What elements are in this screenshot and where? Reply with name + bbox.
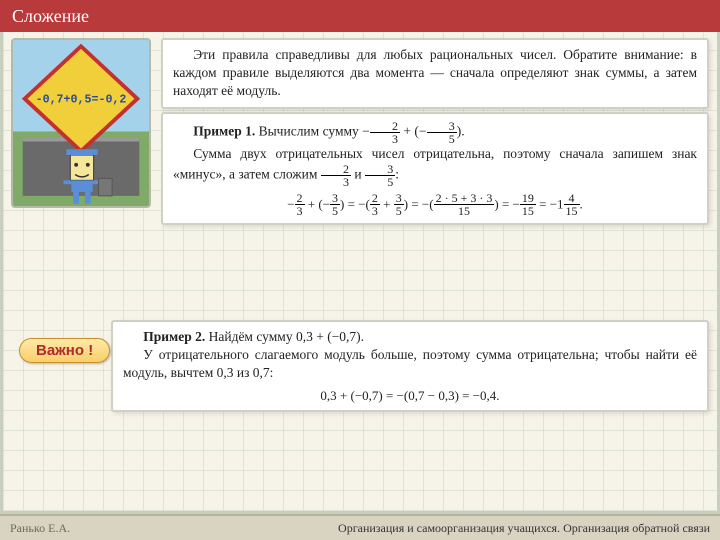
illustration: -0,7+0,5=-0,2 bbox=[11, 38, 151, 208]
important-label: Важно ! bbox=[36, 342, 93, 359]
example1-block: Пример 1. Вычислим сумму −23 + (−35). Су… bbox=[161, 112, 709, 225]
footer: Ранько Е.А. Организация и самоорганизаци… bbox=[0, 514, 720, 540]
page-title: Сложение bbox=[12, 6, 89, 26]
example2-calc: 0,3 + (−0,7) = −(0,7 − 0,3) = −0,4. bbox=[123, 387, 697, 405]
sign-equation: -0,7+0,5=-0,2 bbox=[36, 94, 127, 107]
important-badge: Важно ! bbox=[19, 338, 110, 363]
intro-block: Эти правила справедливы для любых рацион… bbox=[161, 38, 709, 109]
example1-body: Сумма двух отрицательных чисел отрицател… bbox=[173, 146, 697, 182]
example2-block: Пример 2. Найдём сумму 0,3 + (−0,7). У о… bbox=[111, 320, 709, 412]
example2-body: У отрицательного слагаемого модуль больш… bbox=[123, 346, 697, 382]
intro-text: Эти правила справедливы для любых рацион… bbox=[173, 47, 697, 98]
footer-note: Организация и самоорганизация учащихся. … bbox=[338, 521, 710, 536]
example1-title: Пример 1. bbox=[193, 124, 255, 139]
footer-author: Ранько Е.А. bbox=[10, 521, 70, 536]
example2-title: Пример 2. bbox=[143, 329, 205, 344]
example1-equation: −23 + (−35) = −(23 + 35) = −(2 · 5 + 3 ·… bbox=[173, 192, 697, 217]
example2-lead: Найдём сумму 0,3 + (−0,7). bbox=[209, 329, 364, 344]
header-bar: Сложение bbox=[0, 0, 720, 32]
main-area: -0,7+0,5=-0,2 Эти правила справедливы дл… bbox=[0, 32, 720, 514]
example1-lead: Вычислим сумму bbox=[259, 124, 363, 139]
